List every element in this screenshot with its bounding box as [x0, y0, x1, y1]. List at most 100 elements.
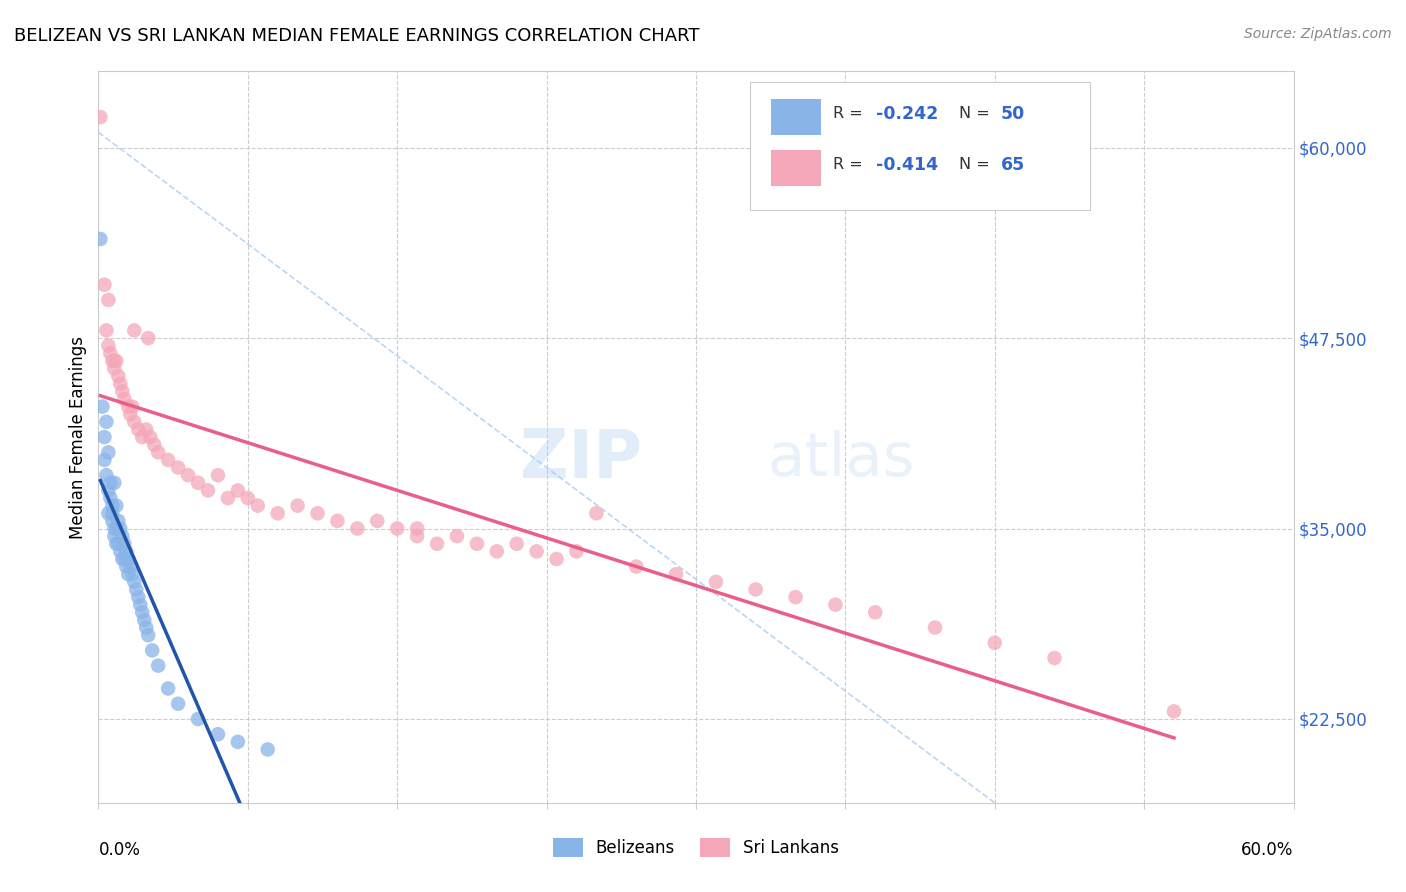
- Point: [127, 422, 149, 436]
- Point: [824, 598, 846, 612]
- Point: [93, 277, 115, 292]
- Point: [187, 475, 209, 490]
- Point: [865, 605, 887, 619]
- Point: [187, 712, 209, 726]
- Text: -0.414: -0.414: [876, 156, 939, 174]
- Point: [105, 354, 128, 368]
- Point: [1163, 705, 1185, 719]
- Point: [167, 460, 190, 475]
- Point: [103, 475, 125, 490]
- Point: [89, 232, 111, 246]
- Point: [120, 559, 142, 574]
- Point: [136, 331, 159, 345]
- Point: [111, 529, 134, 543]
- Point: [626, 559, 648, 574]
- Point: [103, 521, 125, 535]
- Point: [97, 483, 120, 498]
- Point: [546, 552, 568, 566]
- Point: [426, 537, 449, 551]
- Text: -0.242: -0.242: [876, 104, 939, 123]
- Point: [565, 544, 588, 558]
- Point: [124, 415, 146, 429]
- Point: [93, 430, 115, 444]
- Point: [446, 529, 468, 543]
- Point: [98, 346, 122, 360]
- Point: [98, 491, 122, 505]
- Point: [112, 392, 135, 406]
- Point: [139, 430, 162, 444]
- Text: R =: R =: [834, 106, 869, 121]
- Point: [129, 598, 152, 612]
- Text: 60.0%: 60.0%: [1241, 841, 1294, 859]
- Point: [207, 727, 229, 741]
- Point: [105, 537, 128, 551]
- Point: [110, 376, 132, 391]
- Point: [157, 453, 180, 467]
- Point: [287, 499, 309, 513]
- Point: [385, 521, 409, 535]
- Point: [93, 453, 115, 467]
- Point: [148, 658, 170, 673]
- Point: [141, 643, 163, 657]
- Point: [366, 514, 388, 528]
- Text: N =: N =: [959, 158, 995, 172]
- Point: [105, 499, 128, 513]
- Point: [112, 552, 135, 566]
- Point: [267, 506, 290, 520]
- Point: [98, 475, 122, 490]
- Point: [120, 407, 142, 421]
- Point: [177, 468, 200, 483]
- Point: [526, 544, 548, 558]
- Point: [101, 514, 124, 528]
- Point: [115, 544, 138, 558]
- Text: 65: 65: [1001, 156, 1025, 174]
- Point: [131, 430, 153, 444]
- Point: [704, 574, 727, 589]
- Point: [124, 574, 146, 589]
- Point: [96, 415, 118, 429]
- Point: [134, 613, 156, 627]
- Point: [307, 506, 329, 520]
- Point: [236, 491, 259, 505]
- FancyBboxPatch shape: [772, 99, 821, 135]
- Point: [111, 552, 134, 566]
- Point: [105, 521, 128, 535]
- Point: [585, 506, 607, 520]
- Point: [465, 537, 488, 551]
- Text: N =: N =: [959, 106, 995, 121]
- Point: [124, 323, 146, 337]
- Point: [127, 590, 149, 604]
- FancyBboxPatch shape: [749, 82, 1091, 211]
- Point: [103, 529, 125, 543]
- Point: [112, 537, 135, 551]
- Point: [197, 483, 219, 498]
- Point: [110, 544, 132, 558]
- Point: [91, 400, 114, 414]
- Point: [785, 590, 807, 604]
- Point: [121, 400, 143, 414]
- Point: [207, 468, 229, 483]
- Legend: Belizeans, Sri Lankans: Belizeans, Sri Lankans: [546, 831, 846, 864]
- Point: [143, 438, 166, 452]
- Point: [110, 521, 132, 535]
- Text: ZIP: ZIP: [520, 426, 643, 492]
- Point: [117, 567, 139, 582]
- Point: [326, 514, 349, 528]
- Point: [107, 369, 129, 384]
- Point: [485, 544, 508, 558]
- Point: [97, 445, 120, 459]
- Point: [984, 636, 1007, 650]
- Point: [89, 110, 111, 124]
- Point: [1043, 651, 1066, 665]
- Text: 50: 50: [1001, 104, 1025, 123]
- Point: [167, 697, 190, 711]
- Point: [226, 483, 249, 498]
- Text: atlas: atlas: [768, 430, 915, 489]
- Point: [101, 354, 124, 368]
- Point: [101, 499, 124, 513]
- Point: [924, 621, 946, 635]
- Point: [96, 323, 118, 337]
- Point: [103, 354, 125, 368]
- Point: [96, 468, 118, 483]
- Point: [346, 521, 368, 535]
